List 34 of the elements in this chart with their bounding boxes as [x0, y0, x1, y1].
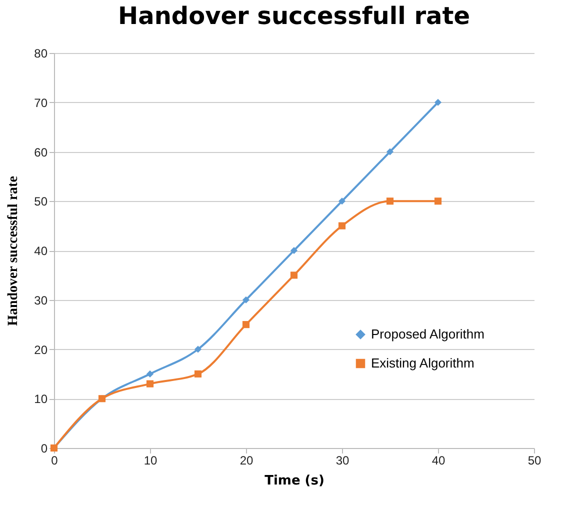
- x-tick-label: 0: [51, 454, 58, 468]
- y-tick-label: 70: [34, 96, 48, 110]
- point: [242, 321, 250, 328]
- y-tick-label: 40: [34, 244, 48, 258]
- point: [434, 98, 442, 106]
- point: [386, 198, 394, 205]
- y-axis-title: Handover successful rate: [6, 176, 22, 326]
- y-tick-label: 0: [40, 442, 48, 456]
- y-tick-label: 60: [34, 145, 48, 160]
- x-tick-label: 30: [336, 454, 350, 468]
- point: [146, 370, 154, 378]
- x-tick-label: 10: [144, 454, 158, 468]
- legend-label: Existing Algorithm: [371, 356, 474, 370]
- point: [290, 272, 298, 279]
- x-tick-label: 20: [240, 454, 254, 468]
- point: [338, 198, 346, 205]
- point: [434, 198, 442, 205]
- point: [386, 148, 394, 156]
- x-axis-title: Time (s): [264, 474, 324, 488]
- point: [194, 370, 202, 378]
- y-tick-label: 20: [34, 342, 48, 357]
- x-tick-label: 50: [528, 454, 542, 468]
- point: [338, 222, 346, 230]
- point: [194, 346, 202, 353]
- y-tick-label: 30: [34, 293, 48, 308]
- y-tick-label: 50: [34, 194, 48, 209]
- y-tick-label: 80: [34, 46, 48, 60]
- chart-title: Handover successfull rate: [118, 2, 470, 30]
- legend-label: Proposed Algorithm: [371, 326, 484, 342]
- y-tick-label: 10: [34, 392, 48, 406]
- x-tick-label: 40: [432, 454, 446, 468]
- point: [290, 246, 298, 254]
- point: [146, 380, 154, 388]
- point: [242, 296, 250, 304]
